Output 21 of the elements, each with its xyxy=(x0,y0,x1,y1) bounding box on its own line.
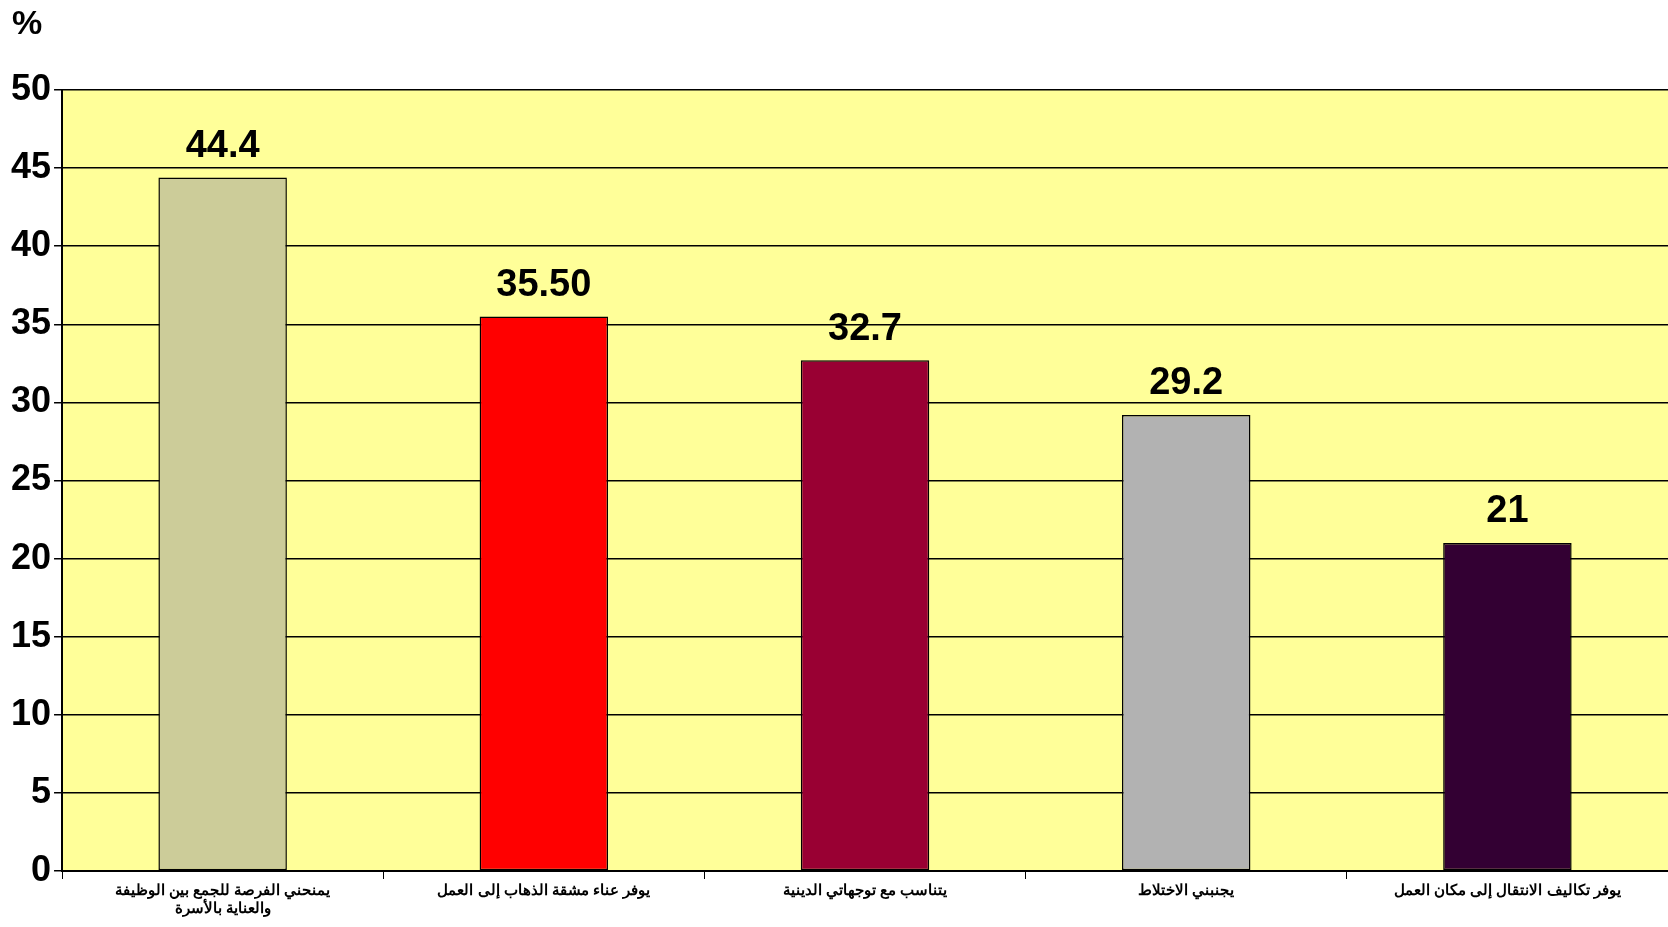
x-tick-label: يمنحني الفرصة للجمع بين الوظيفة والعناية بالأسرة xyxy=(114,881,331,918)
data-label: 21 xyxy=(1486,488,1529,531)
x-tick-label: يوفر تكاليف الانتقال إلى مكان العمل xyxy=(1393,881,1621,900)
y-tick-label: 0 xyxy=(31,847,52,889)
x-tick-label: يوفر عناء مشقة الذهاب إلى العمل xyxy=(437,881,651,900)
y-axis-title: % xyxy=(12,3,43,42)
y-tick-label: 5 xyxy=(31,769,52,811)
data-label: 35.50 xyxy=(496,261,592,304)
y-tick-label: 35 xyxy=(11,301,52,343)
y-tick-label: 30 xyxy=(11,379,52,421)
y-tick-label: 50 xyxy=(11,66,52,108)
y-tick-label: 40 xyxy=(11,223,52,265)
y-tick-label: 10 xyxy=(11,691,52,733)
data-label: 44.4 xyxy=(185,122,260,165)
y-tick-label: 25 xyxy=(11,457,52,499)
data-label: 29.2 xyxy=(1149,360,1224,403)
y-tick-label: 20 xyxy=(11,535,52,577)
y-tick-label: 45 xyxy=(11,145,52,187)
y-tick-label: 15 xyxy=(11,613,52,655)
x-tick-label: يجنبني الاختلاط xyxy=(1138,881,1235,901)
x-tick-label: يتناسب مع توجهاتي الدينية xyxy=(782,881,948,901)
